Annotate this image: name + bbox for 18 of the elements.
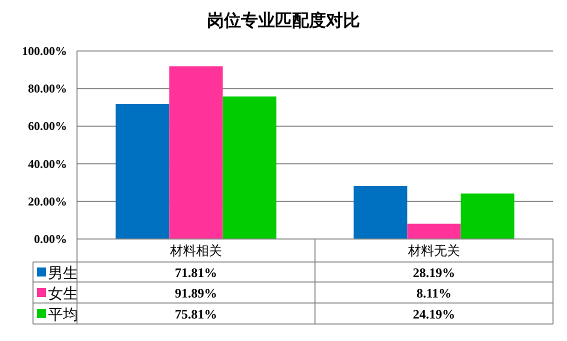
y-tick-label: 80.00% [28,82,67,96]
x-tick-label: 材料无关 [407,243,460,258]
y-tick-label: 40.00% [28,156,67,171]
legend-label: 男生 [48,265,78,282]
title: 岗位专业匹配度对比 [207,11,360,30]
data-label: 71.81% [174,265,218,280]
y-tick-label: 0.00% [34,232,67,246]
legend-label: 平均 [48,306,78,324]
legend-label: 女生 [48,286,78,302]
data-label: 75.81% [174,306,218,322]
data-label: 24.19% [412,306,456,322]
x-tick-label: 材料相关 [169,243,222,258]
y-tick-label: 100.00% [22,44,67,58]
data-label: 28.19% [412,265,456,280]
y-tick-label: 20.00% [28,194,67,208]
data-label: 91.89% [174,286,218,300]
data-label: 8.11% [416,286,452,300]
y-tick-label: 60.00% [28,119,67,134]
